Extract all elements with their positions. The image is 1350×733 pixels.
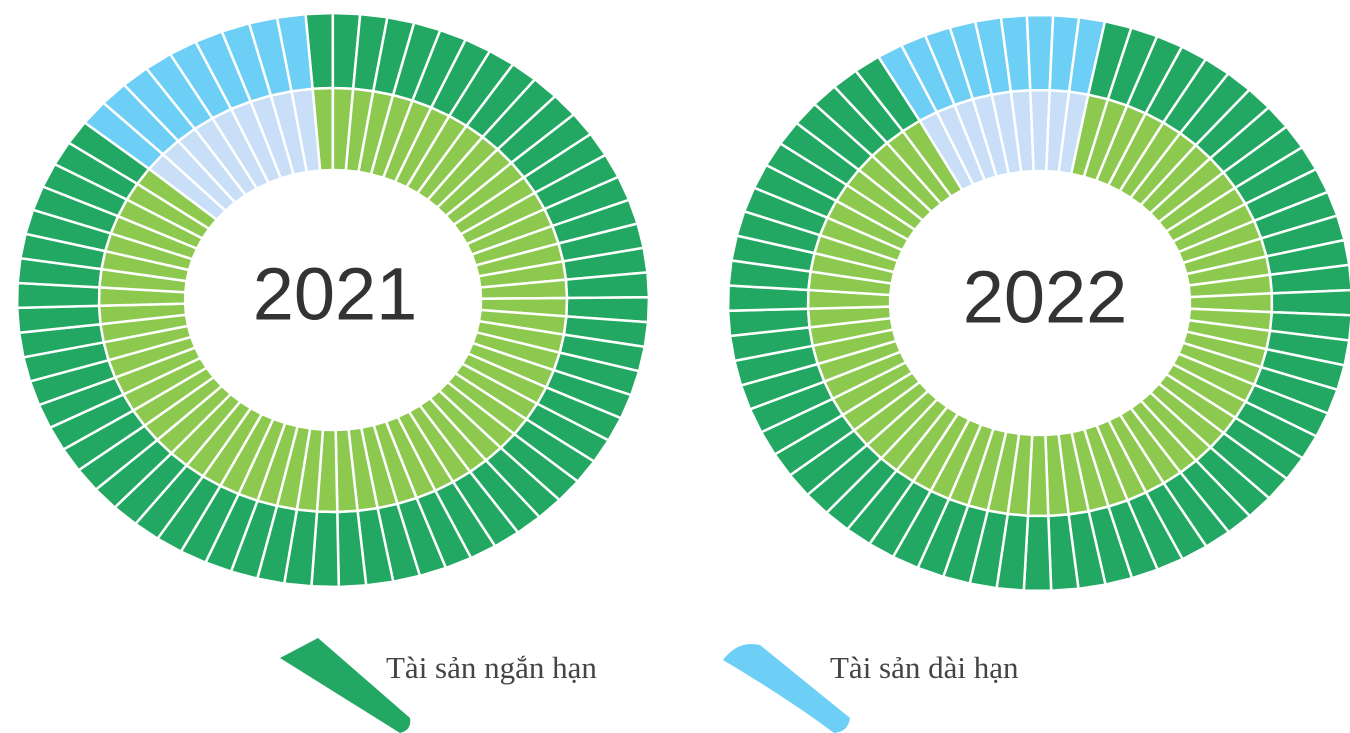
slice bbox=[726, 19, 1350, 593]
legend-icon bbox=[280, 638, 411, 733]
chart-title: 2022 bbox=[963, 256, 1128, 339]
legend-label: Tài sản dài hạn bbox=[830, 650, 1019, 685]
slice bbox=[82, 12, 322, 222]
segment-inner bbox=[290, 87, 322, 174]
legend-icon bbox=[723, 644, 850, 733]
chart-title: 2021 bbox=[253, 253, 418, 336]
segment-inner bbox=[1057, 90, 1090, 176]
legend-label: Tài sản ngắn hạn bbox=[386, 650, 597, 685]
slice bbox=[876, 13, 1107, 192]
slice bbox=[15, 11, 651, 589]
